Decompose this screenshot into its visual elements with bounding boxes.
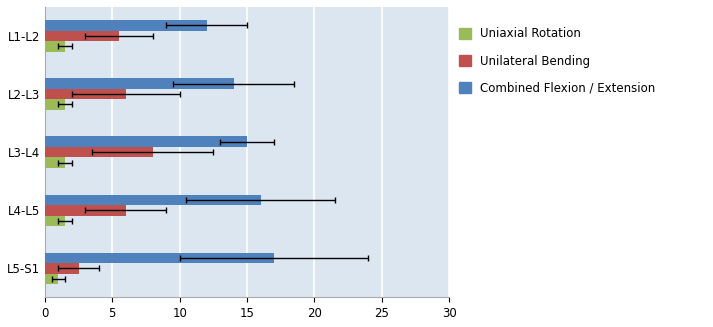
Bar	[45, 20, 207, 31]
Bar	[45, 31, 119, 41]
Bar	[45, 205, 125, 215]
Bar	[45, 41, 65, 52]
Bar	[45, 89, 125, 99]
Bar	[45, 215, 65, 226]
Bar	[45, 253, 274, 263]
Bar	[45, 136, 247, 147]
Bar	[45, 99, 65, 110]
Legend: Uniaxial Rotation, Unilateral Bending, Combined Flexion / Extension: Uniaxial Rotation, Unilateral Bending, C…	[459, 27, 656, 95]
Bar	[45, 157, 65, 168]
Bar	[45, 195, 260, 205]
Bar	[45, 274, 58, 284]
Bar	[45, 78, 234, 89]
Bar	[45, 147, 153, 157]
Bar	[45, 263, 78, 274]
